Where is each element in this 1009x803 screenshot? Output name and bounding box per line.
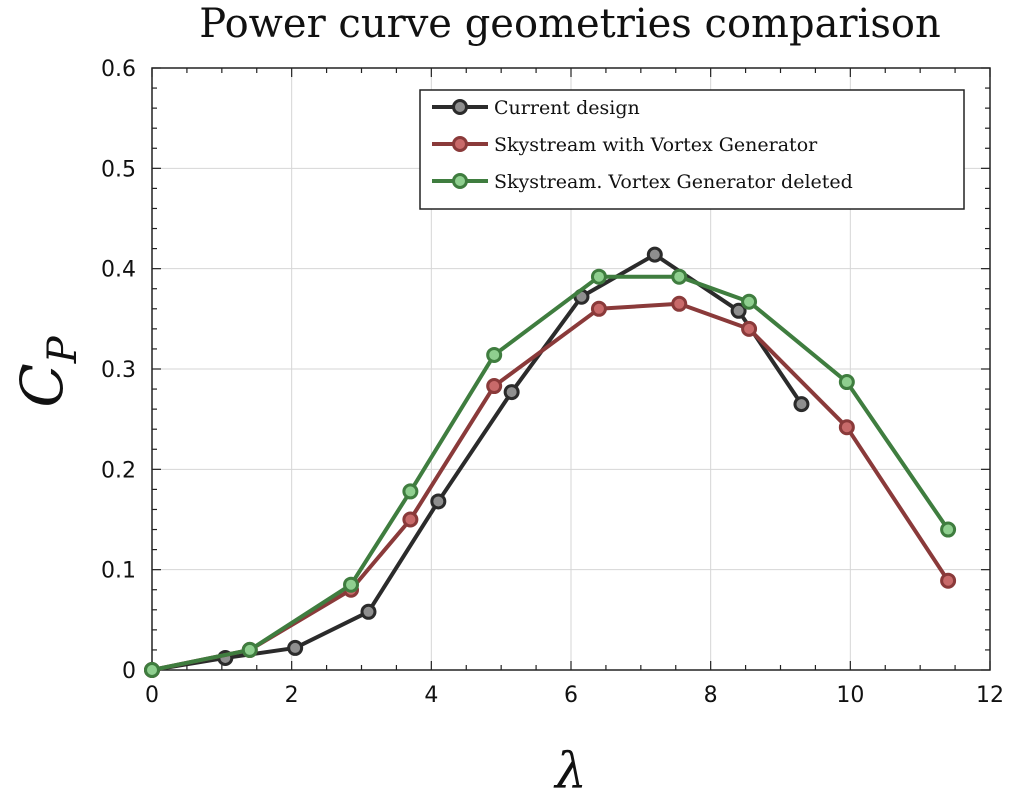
data-point [671, 268, 688, 285]
data-point [402, 511, 419, 528]
x-tick-label: 6 [564, 683, 578, 708]
x-tick-label: 10 [836, 683, 864, 708]
x-tick-label: 4 [424, 683, 438, 708]
data-point [741, 293, 758, 310]
x-tick-label: 8 [704, 683, 718, 708]
legend-entry: Skystream. Vortex Generator deleted [432, 171, 853, 193]
data-point [241, 641, 258, 658]
legend-swatch-marker [452, 173, 468, 189]
legend-entry: Current design [432, 97, 640, 119]
data-point [590, 300, 607, 317]
y-tick-label: 0.2 [101, 458, 136, 483]
legend: Current design Skystream with Vortex Gene… [419, 89, 965, 210]
y-tick-label: 0.3 [101, 358, 136, 383]
y-axis-label-sub: P [40, 335, 86, 364]
data-point [503, 384, 520, 401]
legend-label: Current design [494, 97, 640, 119]
data-point [590, 268, 607, 285]
data-point [838, 374, 855, 391]
y-tick-label: 0.6 [101, 57, 136, 82]
y-tick-label: 0 [122, 659, 136, 684]
x-tick-label: 0 [145, 683, 159, 708]
series-2 [144, 295, 957, 678]
series-line [151, 274, 950, 672]
data-point [486, 346, 503, 363]
legend-swatch-marker [452, 99, 468, 115]
data-point [730, 302, 747, 319]
legend-label: Skystream. Vortex Generator deleted [494, 171, 853, 193]
axis-ticks: 0 2 4 6 8 10 12 0 0.1 0.2 0.3 0.4 0.5 0.6 [101, 57, 1004, 708]
data-point [343, 576, 360, 593]
y-tick-label: 0.1 [101, 559, 136, 584]
data-point [838, 419, 855, 436]
data-point [144, 662, 160, 678]
data-point [671, 295, 688, 312]
y-tick-label: 0.5 [101, 157, 136, 182]
series-3 [144, 268, 957, 678]
data-point [486, 378, 503, 395]
series-line [151, 301, 950, 672]
legend-box [419, 89, 965, 210]
data-point [430, 493, 447, 510]
x-tick-label: 2 [285, 683, 299, 708]
data-point [360, 603, 377, 620]
series-line [151, 252, 804, 672]
legend-label: Skystream with Vortex Generator [494, 134, 818, 156]
chart-title: Power curve geometries comparison [199, 1, 940, 47]
data-point [793, 396, 810, 413]
series-layer [144, 246, 957, 678]
data-point [402, 483, 419, 500]
data-point [646, 246, 663, 263]
x-axis-label: λ [553, 742, 587, 798]
data-point [940, 572, 957, 589]
data-point [940, 521, 957, 538]
legend-swatch-marker [452, 136, 468, 152]
y-axis-label-main: C [8, 363, 76, 407]
y-axis-label: CP [8, 335, 86, 407]
data-point [741, 320, 758, 337]
y-tick-label: 0.4 [101, 258, 136, 283]
legend-entry: Skystream with Vortex Generator [432, 134, 818, 156]
data-point [287, 639, 304, 656]
x-tick-label: 12 [976, 683, 1004, 708]
